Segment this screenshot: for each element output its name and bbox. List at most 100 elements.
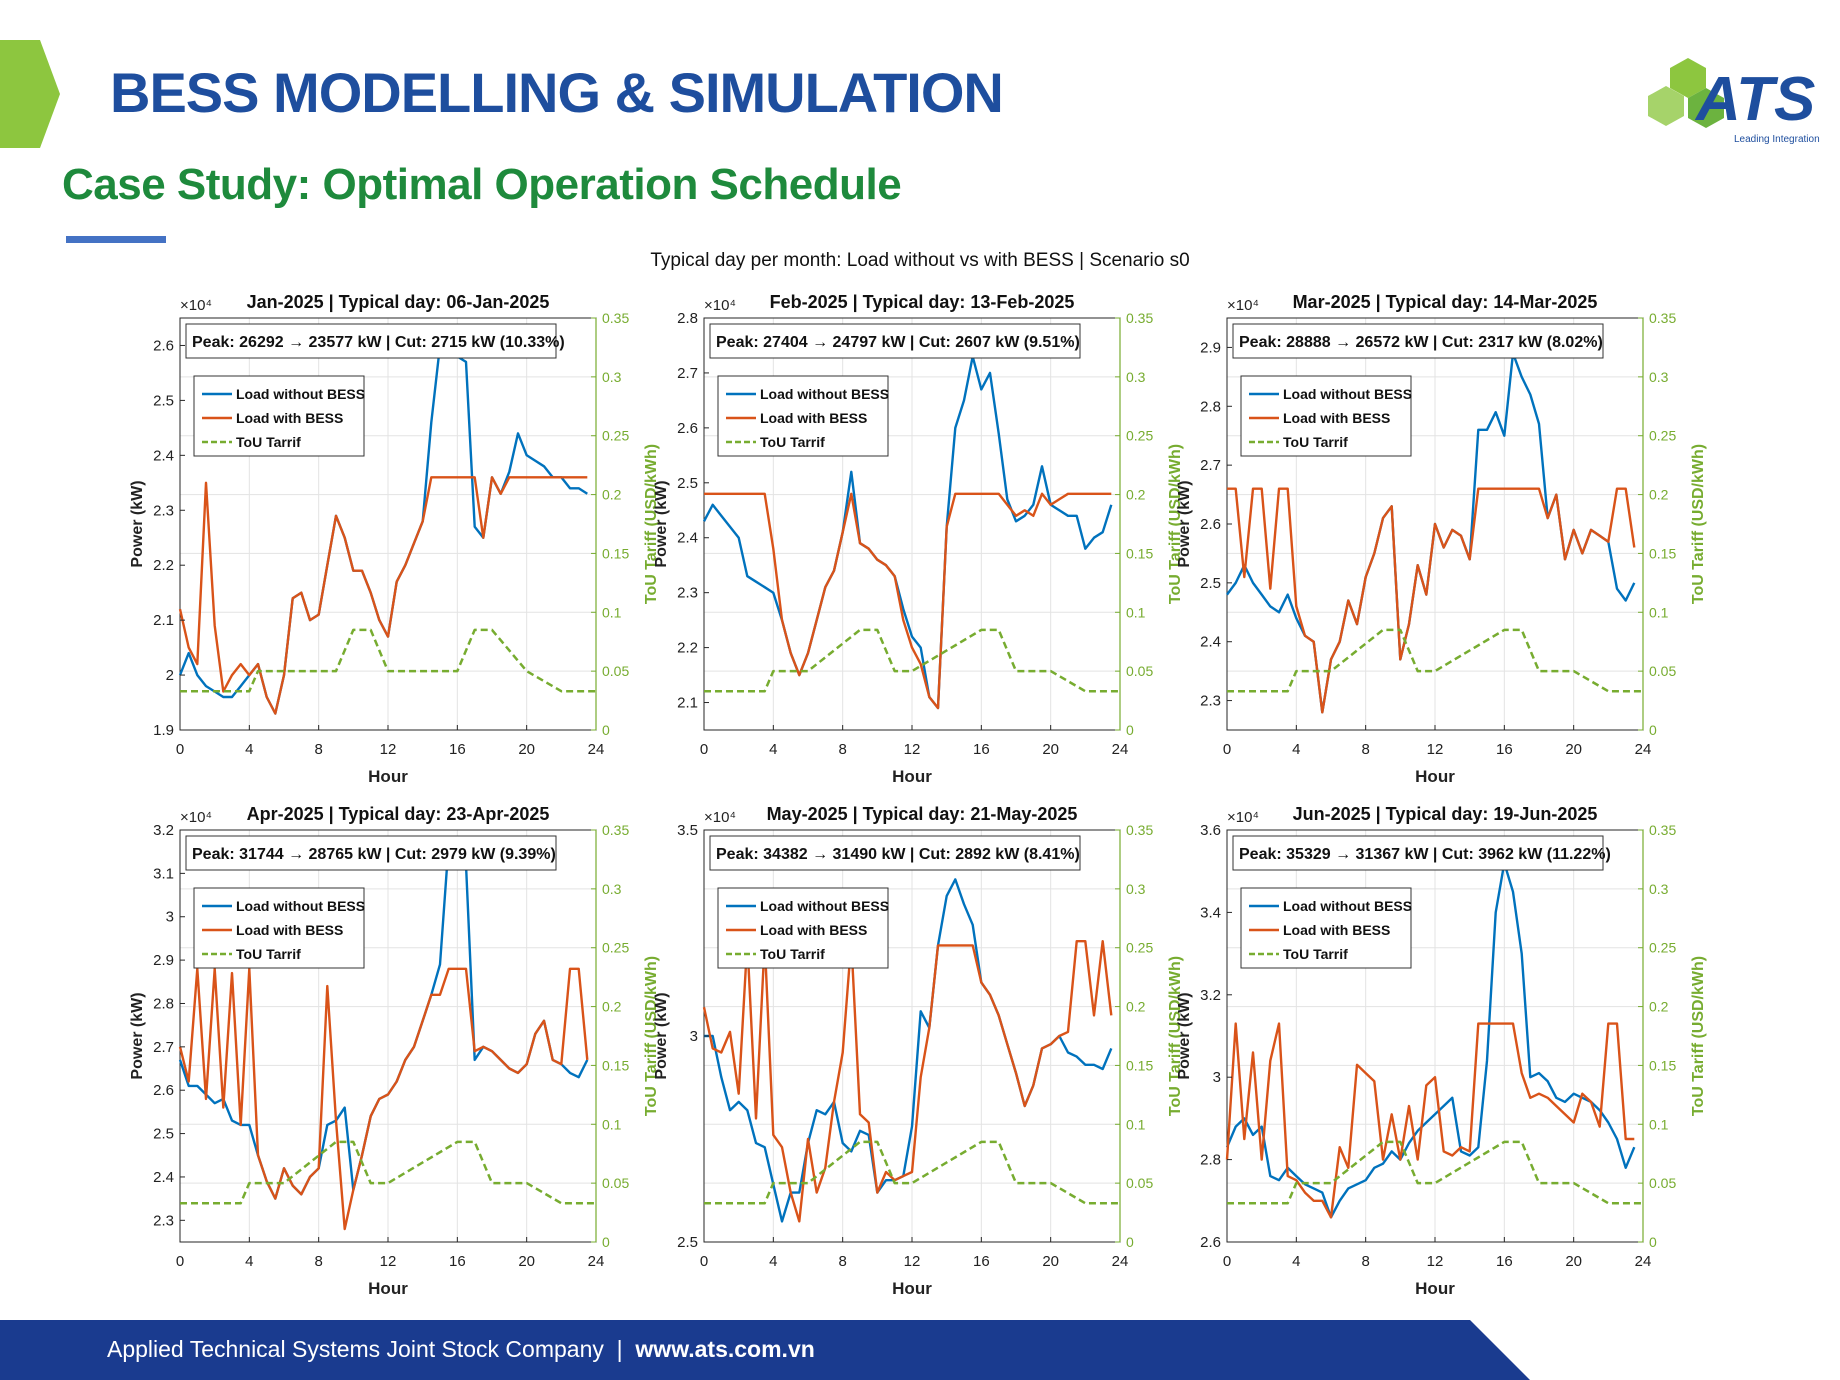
y2-axis-label: ToU Tariff (USD/kWh) bbox=[1167, 444, 1184, 604]
legend-label-3: ToU Tarrif bbox=[1283, 946, 1348, 962]
y2-tick-label: 0.05 bbox=[1649, 663, 1676, 679]
x-tick-label: 20 bbox=[1042, 741, 1059, 758]
y-exponent-label: ×10⁴ bbox=[1227, 809, 1259, 826]
y2-tick-label: 0.15 bbox=[1649, 1057, 1676, 1073]
legend-label-1: Load without BESS bbox=[1283, 386, 1412, 402]
y2-tick-label: 0.05 bbox=[602, 1175, 629, 1191]
y-tick-label: 2.6 bbox=[153, 1082, 174, 1099]
legend-label-2: Load with BESS bbox=[236, 922, 343, 938]
footer-url-link[interactable]: www.ats.com.vn bbox=[635, 1336, 815, 1362]
peak-annotation-box bbox=[709, 835, 1081, 871]
peak-annotation-text: Peak: 27404 → 24797 kW | Cut: 2607 kW (9… bbox=[716, 334, 1080, 351]
legend-label-2: Load with BESS bbox=[236, 410, 343, 426]
x-tick-label: 4 bbox=[1292, 741, 1300, 758]
y2-tick-label: 0 bbox=[1649, 722, 1657, 738]
y2-tick-label: 0.15 bbox=[1649, 545, 1676, 561]
x-tick-label: 0 bbox=[1223, 741, 1231, 758]
y2-tick-label: 0.1 bbox=[602, 604, 622, 620]
y-tick-label: 2.2 bbox=[153, 557, 174, 574]
x-tick-label: 12 bbox=[380, 1253, 397, 1270]
y-tick-label: 2.5 bbox=[153, 1126, 174, 1143]
x-tick-label: 4 bbox=[245, 1253, 253, 1270]
series-line-3 bbox=[180, 628, 596, 693]
y2-tick-label: 0 bbox=[602, 1234, 610, 1250]
series-line-3 bbox=[1227, 1140, 1643, 1205]
y-exponent-label: ×10⁴ bbox=[180, 809, 212, 826]
y2-axis-label: ToU Tariff (USD/kWh) bbox=[1690, 956, 1707, 1116]
x-tick-label: 8 bbox=[838, 1253, 846, 1270]
y-tick-label: 2.3 bbox=[1200, 693, 1221, 710]
y2-tick-label: 0.15 bbox=[602, 545, 629, 561]
peak-annotation-box bbox=[1232, 835, 1604, 871]
peak-annotation-text: Peak: 34382 → 31490 kW | Cut: 2892 kW (8… bbox=[716, 846, 1080, 863]
x-tick-label: 20 bbox=[1042, 1253, 1059, 1270]
y-tick-label: 2.8 bbox=[153, 995, 174, 1012]
series-line-3 bbox=[1227, 628, 1643, 693]
footer-company: Applied Technical Systems Joint Stock Co… bbox=[107, 1336, 604, 1362]
y-tick-label: 2.8 bbox=[677, 310, 698, 327]
page-title: BESS MODELLING & SIMULATION bbox=[110, 61, 1004, 124]
y-axis-label: Power (kW) bbox=[129, 480, 146, 567]
x-tick-label: 12 bbox=[1427, 741, 1444, 758]
y-tick-label: 3.6 bbox=[1200, 822, 1221, 839]
y-tick-label: 2.8 bbox=[1200, 398, 1221, 415]
y2-tick-label: 0.2 bbox=[1649, 999, 1669, 1015]
legend-label-2: Load with BESS bbox=[760, 922, 867, 938]
y2-tick-label: 0.05 bbox=[1126, 1175, 1153, 1191]
x-tick-label: 16 bbox=[449, 741, 466, 758]
y2-tick-label: 0.3 bbox=[1126, 881, 1146, 897]
y-tick-label: 2.5 bbox=[1200, 575, 1221, 592]
y-tick-label: 3 bbox=[166, 909, 174, 926]
x-tick-label: 8 bbox=[314, 741, 322, 758]
x-tick-label: 20 bbox=[1565, 741, 1582, 758]
y-tick-label: 2.1 bbox=[153, 612, 174, 629]
series-line-3 bbox=[180, 1140, 596, 1205]
x-axis-label: Hour bbox=[892, 1279, 932, 1298]
y2-tick-label: 0.25 bbox=[1649, 428, 1676, 444]
x-tick-label: 4 bbox=[1292, 1253, 1300, 1270]
y-tick-label: 2 bbox=[166, 667, 174, 684]
x-tick-label: 12 bbox=[904, 1253, 921, 1270]
x-axis-label: Hour bbox=[368, 1279, 408, 1298]
x-axis-label: Hour bbox=[1415, 1279, 1455, 1298]
x-tick-label: 4 bbox=[769, 1253, 777, 1270]
legend-label-2: Load with BESS bbox=[1283, 410, 1390, 426]
legend-label-2: Load with BESS bbox=[1283, 922, 1390, 938]
y2-tick-label: 0.05 bbox=[602, 663, 629, 679]
y2-tick-label: 0.05 bbox=[1649, 1175, 1676, 1191]
y-tick-label: 2.3 bbox=[153, 1212, 174, 1229]
x-tick-label: 24 bbox=[1112, 1253, 1129, 1270]
y2-tick-label: 0.3 bbox=[602, 881, 622, 897]
legend-label-2: Load with BESS bbox=[760, 410, 867, 426]
y2-tick-label: 0.1 bbox=[1126, 1116, 1146, 1132]
y2-tick-label: 0.3 bbox=[602, 369, 622, 385]
y-tick-label: 1.9 bbox=[153, 722, 174, 739]
x-axis-label: Hour bbox=[892, 767, 932, 786]
logo-tagline: Leading Integration bbox=[1734, 134, 1820, 145]
logo-hexagons-icon bbox=[1648, 58, 1724, 128]
y2-tick-label: 0 bbox=[1126, 722, 1134, 738]
y2-tick-label: 0.25 bbox=[602, 940, 629, 956]
y2-tick-label: 0.15 bbox=[602, 1057, 629, 1073]
y-axis-label: Power (kW) bbox=[1176, 992, 1193, 1079]
series-line-2 bbox=[178, 967, 589, 1231]
y2-tick-label: 0.1 bbox=[1126, 604, 1146, 620]
ats-logo: ATS Leading Integration bbox=[1648, 58, 1820, 145]
y2-tick-label: 0.3 bbox=[1649, 369, 1669, 385]
y-tick-label: 2.2 bbox=[677, 640, 698, 657]
y-tick-label: 2.3 bbox=[677, 585, 698, 602]
y-tick-label: 3.5 bbox=[677, 822, 698, 839]
y-tick-label: 3.1 bbox=[153, 865, 174, 882]
chart-panel-3: 0 4 8 12 16 20 24 2.3 2.4 2.5 2.6 2.7 2.8 2.9 0 0.05 0.1… bbox=[1176, 292, 1707, 786]
y2-tick-label: 0 bbox=[1649, 1234, 1657, 1250]
y-tick-label: 2.4 bbox=[1200, 634, 1221, 651]
y2-tick-label: 0.35 bbox=[602, 310, 629, 326]
y2-axis-label: ToU Tariff (USD/kWh) bbox=[1167, 956, 1184, 1116]
charts-grid: 0 4 8 12 16 20 24 1.9 2 2.1 2.2 2.3 2.4 2.5 2.6 0 0.05 0.… bbox=[129, 292, 1707, 1298]
legend-label-1: Load without BESS bbox=[760, 386, 889, 402]
y-tick-label: 2.5 bbox=[677, 475, 698, 492]
footer-bar bbox=[0, 1320, 1530, 1380]
chart-title: Feb-2025 | Typical day: 13-Feb-2025 bbox=[770, 292, 1075, 312]
x-tick-label: 16 bbox=[1496, 1253, 1513, 1270]
y-tick-label: 3 bbox=[690, 1028, 698, 1045]
